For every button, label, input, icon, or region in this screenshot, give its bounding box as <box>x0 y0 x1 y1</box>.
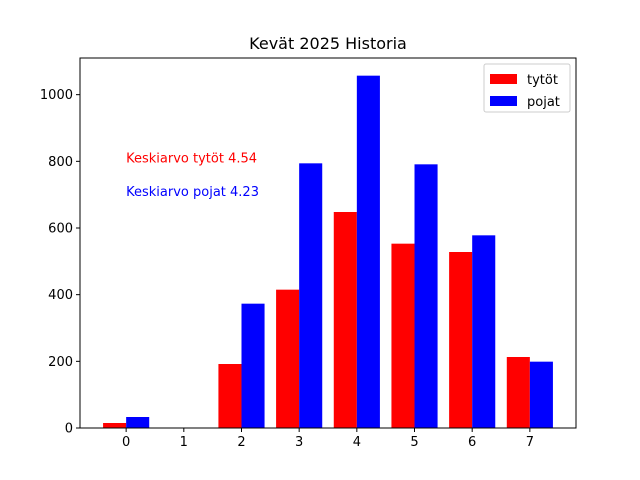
legend-label-pojat: pojat <box>527 95 560 110</box>
legend-swatch-tytöt <box>490 74 517 84</box>
bar-pojat-0 <box>126 417 150 428</box>
legend-swatch-pojat <box>490 96 517 106</box>
bar-pojat-3 <box>299 163 323 428</box>
bar-tytöt-6 <box>449 252 473 428</box>
chart-title: Kevät 2025 Historia <box>249 34 407 53</box>
bar-tytöt-7 <box>506 357 530 428</box>
y-tick-label: 200 <box>48 355 73 370</box>
plot-frame <box>79 57 577 429</box>
bars-group <box>103 75 553 429</box>
bar-tytöt-2 <box>218 364 242 428</box>
bar-tytöt-3 <box>276 289 300 428</box>
x-tick-label: 3 <box>295 435 303 450</box>
bar-pojat-5 <box>414 164 438 428</box>
annotations-group: Keskiarvo tytöt 4.54 Keskiarvo pojat 4.23 <box>126 152 259 200</box>
y-tick-label: 800 <box>48 155 73 170</box>
y-tick-label: 0 <box>65 422 73 437</box>
annotation-text: Keskiarvo pojat 4.23 <box>126 185 259 200</box>
bar-pojat-4 <box>356 75 380 429</box>
bar-tytöt-4 <box>333 212 357 428</box>
legend-label-tytöt: tytöt <box>527 73 558 88</box>
y-tick-label: 600 <box>48 222 73 237</box>
y-tick-label: 1000 <box>40 88 73 103</box>
x-tick-label: 7 <box>526 435 534 450</box>
bar-pojat-6 <box>472 235 496 428</box>
x-tick-label: 4 <box>353 435 361 450</box>
y-axis: 0 200 400 600 800 1000 <box>40 88 80 437</box>
annotation-text: Keskiarvo tytöt 4.54 <box>126 152 257 167</box>
legend: tytöt pojat <box>483 63 571 113</box>
x-tick-label: 1 <box>180 435 188 450</box>
bar-pojat-2 <box>241 303 265 428</box>
x-tick-label: 0 <box>122 435 130 450</box>
bar-pojat-7 <box>529 361 553 428</box>
bar-tytöt-5 <box>391 243 415 428</box>
x-tick-label: 6 <box>468 435 476 450</box>
x-axis: 0 1 2 3 4 5 6 7 <box>122 428 534 450</box>
y-tick-label: 400 <box>48 288 73 303</box>
bar-tytöt-0 <box>103 423 127 428</box>
x-tick-label: 2 <box>237 435 245 450</box>
x-tick-label: 5 <box>410 435 418 450</box>
